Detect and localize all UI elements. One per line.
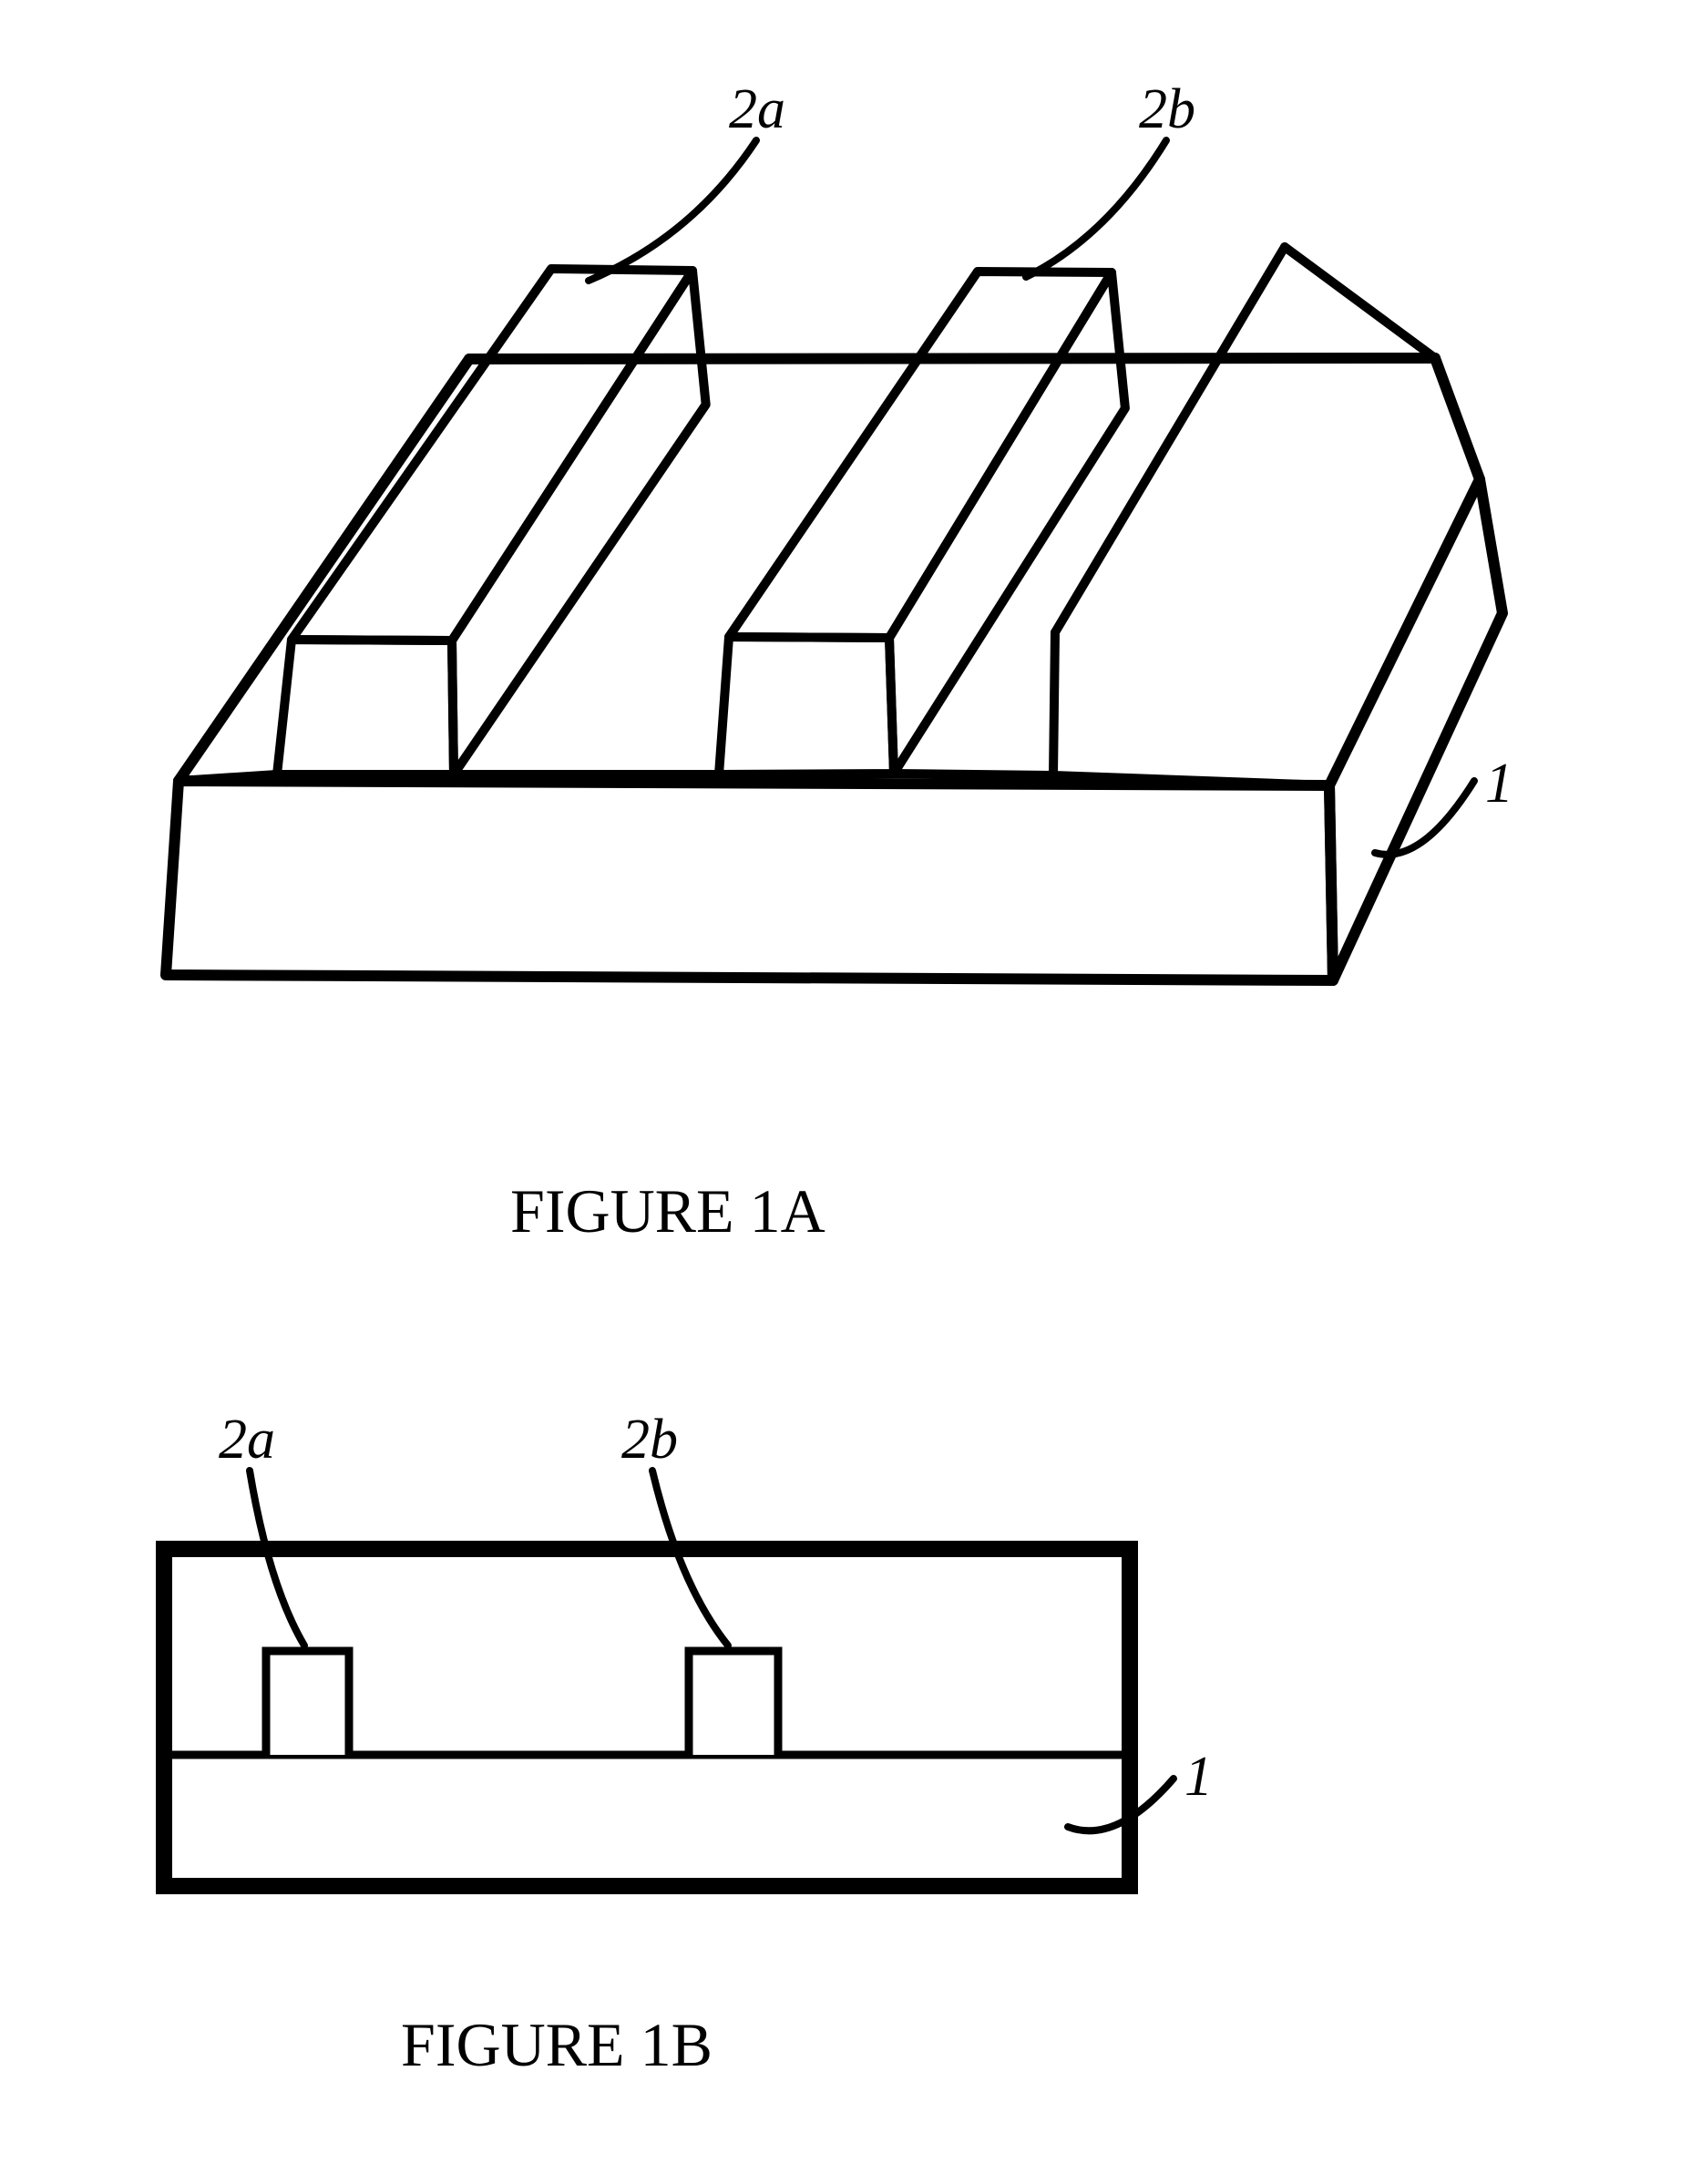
figure-1a-caption: FIGURE 1A — [510, 1175, 825, 1247]
leader-2a — [589, 140, 756, 281]
page: 2a 2b 1 FIGURE 1A 2a 2b 1 FIGURE 1B — [0, 0, 1702, 2184]
figure-1b-svg: 2a 2b 1 — [109, 1348, 1339, 1950]
figure-1b-caption: FIGURE 1B — [401, 2009, 713, 2081]
label-2b-b: 2b — [621, 1409, 678, 1471]
figure-1a-svg: 2a 2b 1 — [109, 55, 1585, 1130]
leader-2b — [1026, 140, 1166, 277]
label-2a-b: 2a — [219, 1409, 275, 1471]
label-2a: 2a — [729, 78, 785, 140]
label-1: 1 — [1485, 753, 1513, 815]
label-2b: 2b — [1139, 78, 1195, 140]
label-1-b: 1 — [1184, 1746, 1213, 1808]
